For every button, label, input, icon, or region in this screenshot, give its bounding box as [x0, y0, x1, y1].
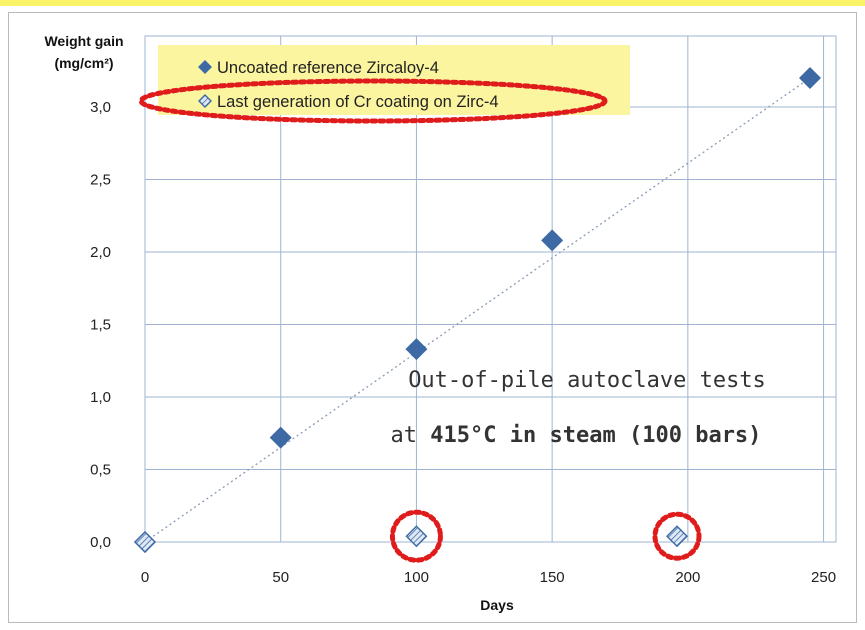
y-tick-label-0: 0,0 [90, 534, 111, 551]
y-tick-label-2: 1,0 [90, 389, 111, 406]
top-strip [0, 0, 865, 6]
x-tick-label-1: 50 [272, 569, 289, 586]
y-tick-label-6: 3,0 [90, 99, 111, 116]
legend-highlight-ellipse [138, 78, 608, 124]
annotation-line2: at 415°C in steam (100 bars) [391, 423, 762, 448]
highlight-circle-196 [652, 511, 702, 561]
legend-marker-uncoated [198, 60, 212, 74]
point-uncoated-4 [799, 67, 821, 89]
point-cr-coating-2 [666, 525, 688, 548]
point-uncoated-3 [541, 229, 564, 252]
annotation-line2-bold: 415°C in steam (100 bars) [430, 423, 761, 448]
legend-label-cr-coating: Last generation of Cr coating on Zirc-4 [217, 93, 499, 111]
x-tick-label-2: 100 [404, 569, 429, 586]
chart-border [8, 12, 857, 623]
y-tick-label-4: 2,0 [90, 244, 111, 261]
x-tick-label-0: 0 [141, 569, 149, 586]
annotation-line1: Out-of-pile autoclave tests [408, 368, 766, 393]
data-points [134, 67, 821, 553]
point-cr-coating-1 [405, 525, 428, 548]
legend-marker-cr-coating [198, 94, 212, 108]
trendline [144, 77, 811, 543]
x-tick-label-5: 250 [811, 569, 836, 586]
point-uncoated-1 [269, 426, 292, 449]
trendline-layer [144, 77, 811, 543]
axis-ticks: 0 50 100 150 200 250 0,0 0,5 1,0 1,5 2,0 2,5 3,0 [90, 99, 836, 586]
y-axis-title-line1: Weight gain [44, 33, 123, 49]
grid [144, 35, 837, 543]
highlight-circles [138, 78, 702, 563]
y-tick-label-5: 2,5 [90, 172, 111, 189]
x-axis-title: Days [480, 597, 514, 613]
y-tick-label-1: 0,5 [90, 462, 111, 479]
x-tick-label-3: 150 [540, 569, 565, 586]
y-tick-label-3: 1,5 [90, 317, 111, 334]
x-tick-label-4: 200 [675, 569, 700, 586]
annotation-line2-prefix: at [391, 423, 431, 448]
legend-label-uncoated: Uncoated reference Zircaloy-4 [217, 59, 439, 77]
point-uncoated-2 [405, 338, 428, 361]
point-cr-coating-0 [134, 531, 156, 553]
legend: Uncoated reference Zircaloy-4 Last genera… [158, 45, 630, 115]
highlight-circle-100 [389, 509, 443, 563]
y-axis-title-line2: (mg/cm²) [54, 55, 113, 71]
